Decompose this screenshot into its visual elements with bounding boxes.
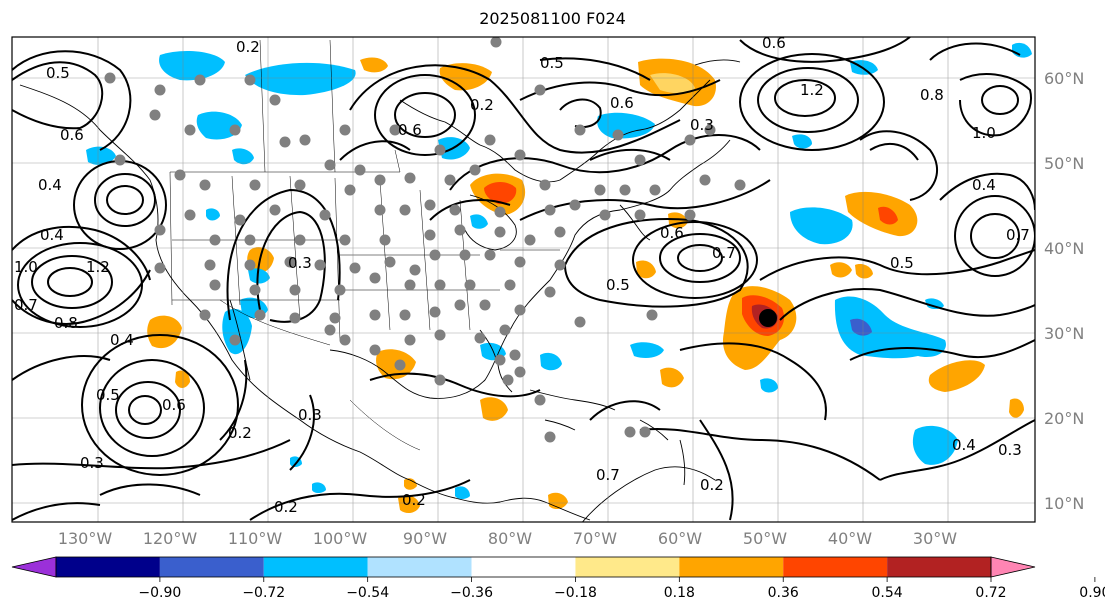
longitude-axis: 130°W 120°W 110°W 100°W 90°W 80°W 70°W 6… — [58, 529, 957, 548]
longitude-label: 70°W — [573, 529, 617, 548]
colorbar-tick-label: 0.54 — [872, 585, 903, 601]
longitude-label: 60°W — [658, 529, 702, 548]
storm-center-marker — [759, 309, 777, 327]
contour-label: 0.5 — [540, 54, 564, 72]
colorbar-swatch — [471, 557, 576, 577]
contour-label: 0.3 — [298, 406, 322, 424]
colorbar-tick-label: 0.36 — [768, 585, 799, 601]
contour-label: 0.3 — [998, 441, 1022, 459]
contour-lines — [12, 37, 1035, 521]
contour-label: 0.6 — [398, 121, 422, 139]
colorbar-swatch — [887, 557, 991, 577]
political-borders — [169, 39, 560, 451]
colorbar-tick-label: −0.90 — [138, 585, 181, 601]
colorbar-tick-label: −0.36 — [450, 585, 493, 601]
contour-label: 0.5 — [606, 276, 630, 294]
colorbar-swatch — [159, 557, 264, 577]
longitude-label: 50°W — [743, 529, 787, 548]
contour-label: 0.6 — [162, 396, 186, 414]
map-frame — [11, 36, 1036, 523]
colorbar-swatch — [367, 557, 472, 577]
longitude-label: 130°W — [58, 529, 113, 548]
latitude-axis: 60°N 50°N 40°N 30°N 20°N 10°N — [1044, 69, 1084, 513]
contour-label: 0.3 — [690, 116, 714, 134]
longitude-label: 90°W — [403, 529, 447, 548]
contour-label: 0.3 — [80, 454, 104, 472]
contour-label: 0.5 — [96, 386, 120, 404]
colorbar-outline — [55, 556, 992, 578]
colorbar-tick-label: −0.18 — [554, 585, 597, 601]
colorbar-swatch — [575, 557, 680, 577]
map-title: 2025081100 F024 — [479, 9, 626, 28]
longitude-label: 30°W — [913, 529, 957, 548]
contour-label: 0.7 — [712, 244, 736, 262]
colorbar-tick-label: −0.54 — [346, 585, 389, 601]
contour-label-group: 0.5 0.2 0.6 0.2 0.5 0.6 0.6 1.2 1.0 0.8 … — [14, 34, 1030, 516]
contour-label: 1.2 — [800, 81, 824, 99]
colorbar-swatch — [263, 557, 368, 577]
colorbar-ticks: −0.90 −0.72 −0.54 −0.36 −0.18 0.18 0.36 0.54 0.7… — [138, 577, 1105, 601]
longitude-label: 100°W — [313, 529, 368, 548]
longitude-label: 40°W — [828, 529, 872, 548]
latitude-label: 30°N — [1044, 324, 1084, 343]
longitude-label: 110°W — [228, 529, 283, 548]
contour-label: 0.2 — [274, 498, 298, 516]
contour-label: 0.6 — [610, 94, 634, 112]
graticule — [12, 37, 1035, 522]
latitude-label: 40°N — [1044, 239, 1084, 258]
contour-label: 0.8 — [920, 86, 944, 104]
latitude-label: 20°N — [1044, 409, 1084, 428]
contour-label: 0.2 — [236, 38, 260, 56]
contour-label: 0.4 — [38, 176, 62, 194]
colorbar-extend-low — [11, 556, 57, 578]
contour-label: 0.5 — [46, 64, 70, 82]
colorbar-tick-label: 0.72 — [975, 585, 1006, 601]
contour-label: 0.3 — [288, 254, 312, 272]
contour-label: 0.6 — [60, 126, 84, 144]
contour-label: 0.4 — [952, 436, 976, 454]
colorbar-swatch — [783, 557, 888, 577]
map-background — [12, 37, 1035, 522]
latitude-label: 10°N — [1044, 494, 1084, 513]
contour-label: 0.2 — [700, 476, 724, 494]
colorbar-swatch — [56, 557, 160, 577]
contour-label: 0.6 — [660, 224, 684, 242]
colorbar — [11, 556, 1036, 578]
latitude-label: 50°N — [1044, 154, 1084, 173]
contour-label: 0.6 — [762, 34, 786, 52]
contour-label: 0.2 — [228, 424, 252, 442]
contour-label: 1.0 — [972, 124, 996, 142]
contour-label: 0.7 — [14, 296, 38, 314]
contour-label: 0.4 — [40, 226, 64, 244]
contour-label: 0.4 — [972, 176, 996, 194]
contour-label: 1.0 — [14, 258, 38, 276]
longitude-label: 80°W — [488, 529, 532, 548]
negative-anomaly-shading — [86, 42, 1032, 499]
station-markers — [104, 37, 746, 443]
contour-label: 0.2 — [402, 491, 426, 509]
coastlines — [19, 59, 741, 522]
contour-label: 0.8 — [54, 314, 78, 332]
contour-label: 0.2 — [470, 96, 494, 114]
contour-label: 1.2 — [86, 258, 110, 276]
latitude-label: 60°N — [1044, 69, 1084, 88]
contour-label: 0.7 — [596, 466, 620, 484]
contour-label: 0.7 — [1006, 226, 1030, 244]
colorbar-tick-label: 0.18 — [664, 585, 695, 601]
colorbar-tick-label: −0.72 — [242, 585, 285, 601]
longitude-label: 120°W — [143, 529, 198, 548]
colorbar-extend-high — [990, 556, 1036, 578]
contour-label: 0.4 — [110, 331, 134, 349]
contour-label: 0.5 — [890, 254, 914, 272]
colorbar-tick-label: 0.90 — [1079, 585, 1105, 601]
colorbar-swatch — [679, 557, 784, 577]
